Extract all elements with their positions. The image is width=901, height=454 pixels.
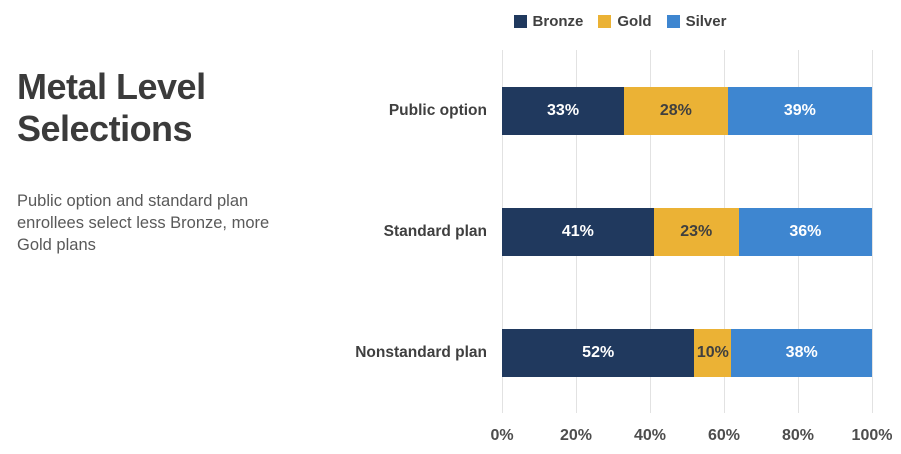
bar-row: 33% 28% 39%: [502, 50, 872, 171]
x-axis-tick: 40%: [633, 427, 667, 444]
bar-segment-silver[interactable]: 39%: [727, 86, 872, 135]
x-axis-tick: 80%: [781, 427, 815, 444]
legend-item-gold[interactable]: Gold: [598, 12, 652, 30]
bar-row: 41% 23% 36%: [502, 171, 872, 292]
legend-swatch-gold-icon: [598, 14, 612, 28]
page-subtitle: Public option and standard plan enrollee…: [17, 192, 270, 254]
category-label-standard-plan: Standard plan: [383, 222, 487, 240]
stacked-bar-nonstandard-plan: 52% 10% 38%: [502, 328, 872, 377]
bar-segment-bronze[interactable]: 41%: [502, 207, 654, 256]
bar-segment-silver[interactable]: 38%: [731, 328, 872, 377]
category-axis: Public option Standard plan Nonstandard …: [340, 50, 502, 413]
x-axis: 0% 20% 40% 60% 80% 100%: [490, 427, 892, 449]
bar-segment-value: 28%: [659, 101, 692, 119]
legend-item-bronze[interactable]: Bronze: [513, 12, 584, 30]
bar-row: 52% 10% 38%: [502, 292, 872, 413]
category-label-public-option: Public option: [388, 101, 487, 119]
bar-segment-value: 38%: [785, 343, 818, 361]
bar-segment-value: 33%: [547, 101, 580, 119]
x-axis-tick: 60%: [707, 427, 741, 444]
legend-label-gold: Gold: [617, 12, 652, 30]
bar-segment-value: 36%: [789, 222, 822, 240]
page-title: Metal Level Selections: [17, 66, 206, 149]
bar-segment-value: 52%: [582, 343, 615, 361]
chart-body: Public option Standard plan Nonstandard …: [340, 50, 873, 413]
legend: Bronze Gold Silver: [339, 10, 901, 32]
category-label-nonstandard-plan: Nonstandard plan: [355, 343, 487, 361]
bar-segment-value: 23%: [680, 222, 713, 240]
bar-segment-value: 39%: [783, 101, 816, 119]
bar-segment-value: 10%: [696, 343, 729, 361]
text-panel: Metal Level Selections Public option and…: [17, 66, 322, 256]
legend-label-silver: Silver: [685, 12, 727, 30]
legend-swatch-bronze-icon: [513, 14, 527, 28]
bar-segment-gold[interactable]: 23%: [653, 207, 739, 256]
bar-segment-bronze[interactable]: 33%: [502, 86, 625, 135]
legend-label-bronze: Bronze: [532, 12, 584, 30]
stacked-bar-standard-plan: 41% 23% 36%: [502, 207, 872, 256]
bar-segment-bronze[interactable]: 52%: [502, 328, 695, 377]
x-axis-tick: 100%: [851, 427, 893, 444]
x-axis-tick: 0%: [490, 427, 514, 444]
legend-item-silver[interactable]: Silver: [666, 12, 727, 30]
bar-segment-gold[interactable]: 10%: [694, 328, 732, 377]
plot-area: 33% 28% 39% 41% 23% 36% 52% 10% 38%: [502, 50, 873, 413]
bar-segment-silver[interactable]: 36%: [738, 207, 872, 256]
stacked-bar-public-option: 33% 28% 39%: [502, 86, 872, 135]
legend-swatch-silver-icon: [666, 14, 680, 28]
bar-segment-value: 41%: [561, 222, 594, 240]
x-axis-tick: 20%: [559, 427, 593, 444]
bar-segment-gold[interactable]: 28%: [624, 86, 728, 135]
